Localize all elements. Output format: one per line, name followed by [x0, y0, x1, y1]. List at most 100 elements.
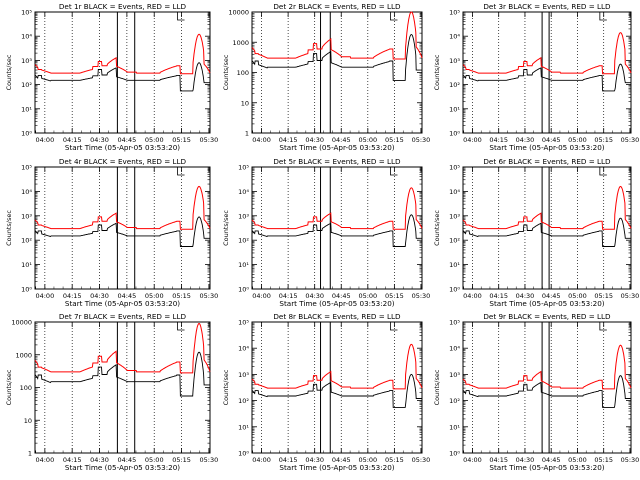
xtick-label: 04:15 [489, 136, 508, 144]
ytick-label: 10⁵ [449, 319, 460, 327]
ytick-label: 1000 [15, 351, 32, 359]
x-axis-label: Start Time (05-Apr-05 03:53:20) [65, 463, 180, 472]
ytick-label: 10⁴ [21, 188, 32, 196]
series-lld [34, 322, 211, 374]
ytick-label: 10⁰ [21, 286, 32, 294]
xtick-label: 04:30 [516, 292, 535, 300]
y-axis-label: Counts/sec [5, 54, 13, 90]
xtick-label: 04:00 [35, 456, 54, 464]
series-events [462, 217, 631, 247]
xtick-label: 05:15 [594, 292, 613, 300]
panel-det7r: Det 7r BLACK = Events, RED = LLD 1 10 100 10… [5, 312, 218, 472]
y-axis-label: Counts/sec [433, 369, 441, 405]
xtick-label: 04:30 [305, 136, 324, 144]
xtick-label: 04:30 [305, 456, 324, 464]
xtick-label: 05:30 [200, 456, 219, 464]
xtick-label: 04:30 [516, 456, 535, 464]
ytick-label: 10⁰ [449, 450, 460, 458]
xtick-label: 05:15 [172, 136, 191, 144]
xtick-label: 05:00 [358, 136, 377, 144]
ytick-label: 10² [238, 397, 249, 405]
ytick-label: 10⁴ [21, 33, 32, 41]
ytick-label: 10⁴ [449, 33, 460, 41]
x-axis-label: Start Time (05-Apr-05 03:53:20) [489, 299, 604, 308]
ytick-label: 10⁰ [21, 130, 32, 138]
y-axis-label: Counts/sec [222, 369, 230, 405]
ytick-label: 10⁰ [238, 450, 249, 458]
xtick-label: 04:45 [542, 136, 561, 144]
panel-title: Det 8r BLACK = Events, RED = LLD [273, 312, 401, 321]
ytick-label: 10⁵ [449, 9, 460, 17]
series-lld [251, 343, 423, 390]
ytick-label: 10² [449, 237, 460, 245]
xtick-label: 04:45 [118, 136, 137, 144]
xtick-label: 05:30 [412, 136, 431, 144]
ytick-label: 10000 [11, 319, 32, 327]
panel-title: Det 6r BLACK = Events, RED = LLD [483, 157, 611, 166]
series-lld [34, 185, 211, 230]
panel-det8r: Det 8r BLACK = Events, RED = LLD 10⁰ 10¹ 10… [222, 312, 430, 472]
ytick-label: 1 [245, 130, 249, 138]
ytick-label: 10² [449, 397, 460, 405]
ytick-label: 10⁰ [449, 130, 460, 138]
series-events [251, 34, 422, 81]
xtick-label: 04:45 [542, 456, 561, 464]
xtick-label: 04:00 [252, 136, 271, 144]
panel-title: Det 4r BLACK = Events, RED = LLD [59, 157, 187, 166]
xtick-label: 04:00 [252, 456, 271, 464]
panel-det1r: Det 1r BLACK = Events, RED = LLD 10⁰ 10¹ 10… [5, 2, 218, 152]
y-axis-label: Counts/sec [222, 54, 230, 90]
xtick-label: 04:30 [90, 456, 109, 464]
marker-bracket [390, 167, 398, 176]
ytick-label: 10² [21, 237, 32, 245]
ytick-label: 10¹ [238, 423, 249, 431]
ytick-label: 10⁵ [21, 9, 32, 17]
y-axis-label: Counts/sec [433, 210, 441, 246]
marker-bracket [177, 322, 185, 331]
xtick-label: 04:00 [463, 136, 482, 144]
xtick-label: 05:00 [145, 136, 164, 144]
xtick-label: 05:15 [594, 456, 613, 464]
x-axis-label: Start Time (05-Apr-05 03:53:20) [65, 299, 180, 308]
x-axis-label: Start Time (05-Apr-05 03:53:20) [279, 299, 394, 308]
y-axis-label: Counts/sec [5, 210, 13, 246]
panel-det6r: Det 6r BLACK = Events, RED = LLD 10⁰ 10¹ 10… [433, 157, 639, 308]
marker-bracket [390, 12, 398, 21]
xtick-label: 04:00 [463, 292, 482, 300]
ytick-label: 10¹ [449, 261, 460, 269]
xtick-label: 04:15 [63, 456, 82, 464]
xtick-label: 04:15 [63, 292, 82, 300]
ytick-label: 10² [238, 237, 249, 245]
series-lld [34, 33, 211, 75]
xtick-label: 05:00 [358, 456, 377, 464]
xtick-label: 05:30 [200, 292, 219, 300]
panel-det2r: Det 2r BLACK = Events, RED = LLD 1 10 100 10… [222, 2, 430, 152]
plot-frame [462, 11, 632, 134]
xtick-label: 04:30 [90, 292, 109, 300]
ytick-label: 10³ [238, 371, 249, 379]
ytick-label: 10³ [238, 212, 249, 220]
ytick-label: 10 [241, 99, 249, 107]
plot-frame [462, 166, 632, 290]
ytick-label: 10³ [449, 212, 460, 220]
xtick-label: 04:00 [252, 292, 271, 300]
y-axis-label: Counts/sec [433, 54, 441, 90]
ytick-label: 10¹ [449, 423, 460, 431]
xtick-label: 05:30 [412, 456, 431, 464]
xtick-label: 04:15 [489, 292, 508, 300]
ytick-label: 10⁵ [238, 319, 249, 327]
xtick-label: 04:45 [118, 456, 137, 464]
x-axis-label: Start Time (05-Apr-05 03:53:20) [65, 143, 180, 152]
panel-det3r: Det 3r BLACK = Events, RED = LLD 10⁰ 10¹ 10… [433, 2, 639, 152]
xtick-label: 05:15 [385, 456, 404, 464]
xtick-label: 05:15 [172, 292, 191, 300]
ytick-label: 10000 [228, 9, 249, 17]
marker-bracket [177, 12, 185, 21]
plot-frame [34, 11, 211, 134]
ytick-label: 1 [28, 450, 32, 458]
xtick-label: 04:15 [279, 292, 298, 300]
x-axis-label: Start Time (05-Apr-05 03:53:20) [489, 463, 604, 472]
xtick-label: 05:00 [568, 136, 587, 144]
panel-title: Det 9r BLACK = Events, RED = LLD [483, 312, 611, 321]
xtick-label: 04:30 [305, 292, 324, 300]
